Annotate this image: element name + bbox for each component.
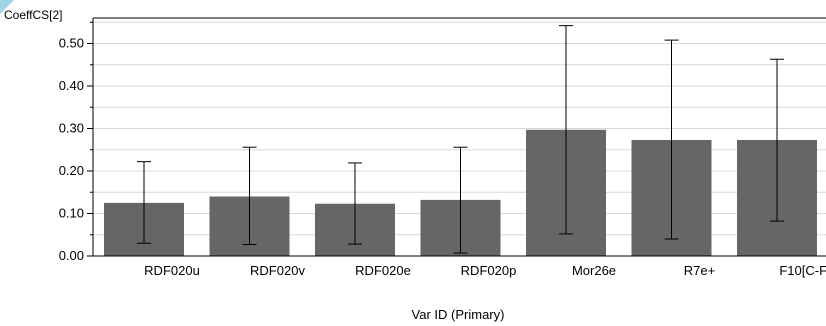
corner-marker xyxy=(0,0,14,14)
axes xyxy=(87,17,826,257)
y-tick-label: 0.10 xyxy=(59,206,84,221)
x-tick-label: RDF020v xyxy=(250,263,305,278)
x-tick-label: F10[C-F] xyxy=(779,263,826,278)
y-tick-label: 0.30 xyxy=(59,121,84,136)
x-tick-label: Mor26e xyxy=(572,263,616,278)
x-tick-label: RDF020p xyxy=(461,263,517,278)
x-axis-label: Var ID (Primary) xyxy=(412,307,505,322)
error-bars xyxy=(137,25,784,254)
y-axis-label: CoeffCS[2] xyxy=(4,8,62,22)
y-tick-label: 0.00 xyxy=(59,248,84,263)
y-tick-label: 0.50 xyxy=(59,36,84,51)
y-tick-label: 0.40 xyxy=(59,78,84,93)
labels: 0.00 0.10 0.20 0.30 0.40 0.50 RDF020u RDF020v RD… xyxy=(59,36,826,279)
x-tick-label: R7e+ xyxy=(684,263,715,278)
y-tick-label: 0.20 xyxy=(59,163,84,178)
x-tick-label: RDF020u xyxy=(144,263,200,278)
x-tick-label: RDF020e xyxy=(355,263,411,278)
